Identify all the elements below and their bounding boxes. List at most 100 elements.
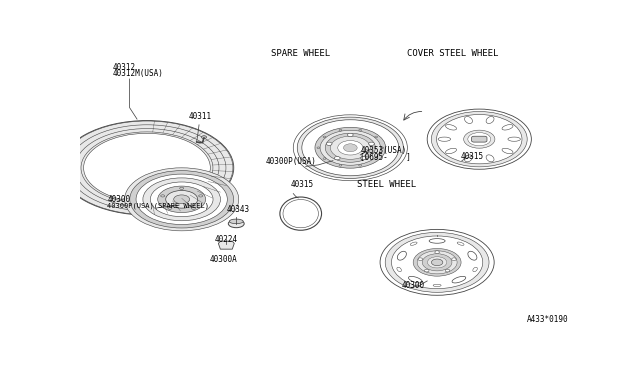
Text: 40224: 40224 xyxy=(215,235,238,244)
Circle shape xyxy=(435,251,440,253)
Ellipse shape xyxy=(486,155,494,162)
Circle shape xyxy=(359,164,362,166)
Ellipse shape xyxy=(429,238,445,243)
Text: 40300A: 40300A xyxy=(210,255,237,264)
Text: COVER STEEL WHEEL: COVER STEEL WHEEL xyxy=(408,48,499,58)
Text: 40300: 40300 xyxy=(401,280,424,289)
Circle shape xyxy=(436,115,522,164)
Circle shape xyxy=(297,117,403,179)
Ellipse shape xyxy=(130,171,234,228)
Circle shape xyxy=(323,136,326,138)
Circle shape xyxy=(344,144,357,152)
Text: 40353(USA): 40353(USA) xyxy=(360,146,406,155)
Text: 40315: 40315 xyxy=(291,180,314,189)
Ellipse shape xyxy=(180,187,184,189)
Text: 40312M(USA): 40312M(USA) xyxy=(112,69,163,78)
Ellipse shape xyxy=(84,133,211,202)
Ellipse shape xyxy=(60,121,234,215)
Circle shape xyxy=(428,257,447,268)
Ellipse shape xyxy=(433,284,441,286)
Ellipse shape xyxy=(408,276,422,283)
Ellipse shape xyxy=(228,219,244,228)
Circle shape xyxy=(359,129,362,131)
Circle shape xyxy=(302,120,399,176)
Ellipse shape xyxy=(168,207,172,209)
Circle shape xyxy=(202,136,207,139)
Circle shape xyxy=(413,248,461,276)
Circle shape xyxy=(338,141,363,155)
Ellipse shape xyxy=(136,174,227,225)
Ellipse shape xyxy=(452,276,466,283)
Circle shape xyxy=(339,129,342,131)
Circle shape xyxy=(452,258,456,260)
Circle shape xyxy=(385,232,489,292)
Ellipse shape xyxy=(486,116,494,124)
Circle shape xyxy=(334,157,340,160)
Ellipse shape xyxy=(229,219,243,224)
Text: 40300P(USA): 40300P(USA) xyxy=(266,157,317,166)
Ellipse shape xyxy=(502,148,513,154)
Circle shape xyxy=(375,136,378,138)
FancyBboxPatch shape xyxy=(472,136,487,142)
Ellipse shape xyxy=(473,267,477,272)
Circle shape xyxy=(468,132,491,146)
Circle shape xyxy=(323,158,326,160)
Ellipse shape xyxy=(397,267,401,272)
Ellipse shape xyxy=(410,242,417,245)
Circle shape xyxy=(375,158,378,160)
Text: STEEL WHEEL: STEEL WHEEL xyxy=(356,180,416,189)
Circle shape xyxy=(431,259,443,266)
Ellipse shape xyxy=(465,116,472,124)
Polygon shape xyxy=(218,241,234,249)
Ellipse shape xyxy=(191,207,195,209)
Circle shape xyxy=(431,112,527,167)
Circle shape xyxy=(315,127,386,168)
Circle shape xyxy=(392,236,483,289)
Circle shape xyxy=(360,157,366,160)
Ellipse shape xyxy=(161,195,164,197)
Text: [0695-    ]: [0695- ] xyxy=(360,152,411,161)
Circle shape xyxy=(417,251,457,274)
Ellipse shape xyxy=(173,195,189,204)
Ellipse shape xyxy=(438,137,451,141)
Ellipse shape xyxy=(508,137,520,141)
Ellipse shape xyxy=(445,148,456,154)
Circle shape xyxy=(463,130,495,148)
Ellipse shape xyxy=(198,195,203,197)
Text: 40312: 40312 xyxy=(112,63,136,72)
Ellipse shape xyxy=(150,182,213,217)
Ellipse shape xyxy=(143,178,220,221)
Ellipse shape xyxy=(157,186,205,212)
Circle shape xyxy=(348,133,353,137)
Circle shape xyxy=(418,258,422,260)
Circle shape xyxy=(320,130,381,165)
Circle shape xyxy=(422,254,452,271)
Text: 40300P(USA)(SPARE WHEEL): 40300P(USA)(SPARE WHEEL) xyxy=(108,203,209,209)
Circle shape xyxy=(381,147,384,148)
Text: 40315: 40315 xyxy=(461,152,484,161)
Circle shape xyxy=(325,133,376,162)
Circle shape xyxy=(369,142,374,145)
Circle shape xyxy=(317,147,320,148)
Circle shape xyxy=(424,269,429,272)
Circle shape xyxy=(339,164,342,166)
Circle shape xyxy=(428,109,531,169)
Text: 40300: 40300 xyxy=(108,195,131,203)
Ellipse shape xyxy=(502,125,513,130)
Ellipse shape xyxy=(166,190,198,208)
Ellipse shape xyxy=(465,155,472,162)
Ellipse shape xyxy=(397,251,406,260)
Text: 40343: 40343 xyxy=(227,205,250,214)
Text: SPARE WHEEL: SPARE WHEEL xyxy=(271,48,330,58)
Ellipse shape xyxy=(457,242,464,245)
Circle shape xyxy=(380,230,494,295)
Circle shape xyxy=(326,142,332,145)
Circle shape xyxy=(330,136,371,159)
Ellipse shape xyxy=(125,168,239,231)
Ellipse shape xyxy=(445,125,456,130)
Circle shape xyxy=(293,115,408,181)
Circle shape xyxy=(445,269,450,272)
Text: 40311: 40311 xyxy=(189,112,212,121)
Ellipse shape xyxy=(280,197,321,230)
Text: A433*0190: A433*0190 xyxy=(527,315,568,324)
